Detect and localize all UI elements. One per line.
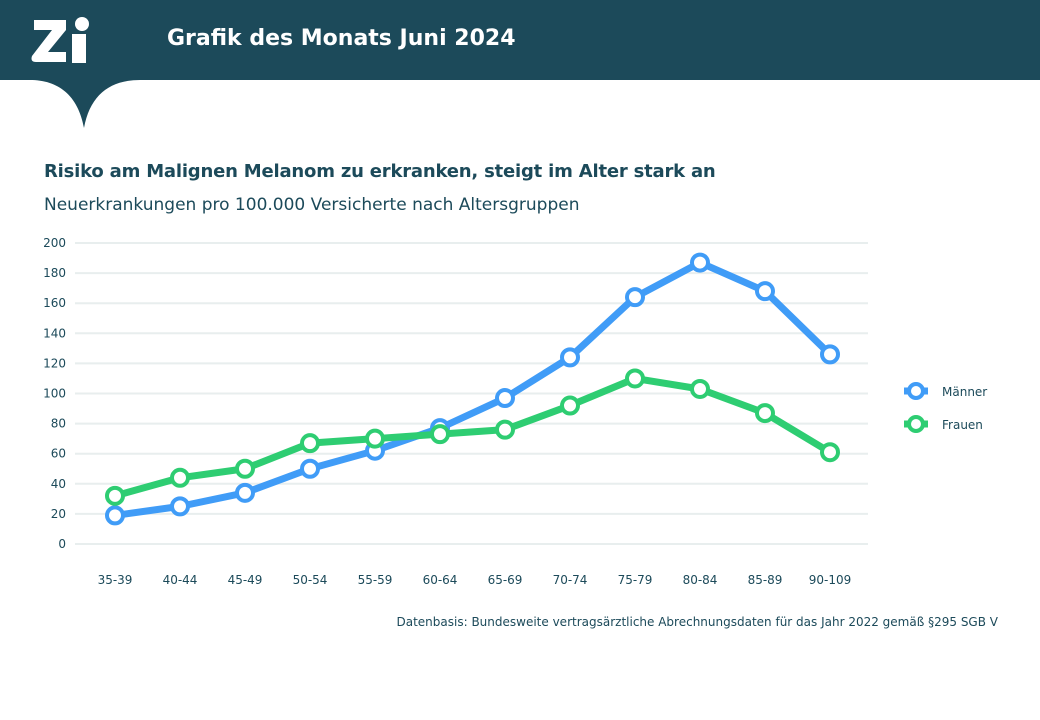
data-point (560, 395, 580, 416)
y-tick-label: 60 (51, 447, 66, 461)
data-point (170, 467, 190, 488)
x-tick-label: 40-44 (163, 573, 198, 587)
x-tick-label: 35-39 (98, 573, 133, 587)
data-point (235, 458, 255, 479)
legend-marker (907, 415, 925, 433)
data-point (690, 378, 710, 399)
chart-title: Risiko am Malignen Melanom zu erkranken,… (44, 161, 716, 182)
y-tick-label: 100 (43, 387, 66, 401)
series-line-maenner (114, 259, 833, 519)
data-point (300, 433, 320, 454)
legend-marker (907, 382, 925, 400)
y-tick-label: 200 (43, 236, 66, 250)
data-point (625, 368, 645, 389)
data-point (625, 287, 645, 308)
x-tick-label: 85-89 (748, 573, 783, 587)
zi-logo (0, 17, 140, 128)
x-tick-label: 60-64 (423, 573, 458, 587)
data-point (495, 419, 515, 440)
data-point (430, 424, 450, 445)
data-point (755, 403, 775, 424)
data-point (820, 442, 840, 463)
x-tick-label: 70-74 (553, 573, 588, 587)
data-point (365, 428, 385, 449)
data-source: Datenbasis: Bundesweite vertragsärztlich… (396, 615, 999, 629)
data-point (300, 458, 320, 479)
y-tick-label: 120 (43, 356, 66, 370)
data-point (235, 482, 255, 503)
legend-label: Frauen (942, 418, 983, 432)
x-tick-label: 45-49 (228, 573, 263, 587)
x-tick-label: 80-84 (683, 573, 718, 587)
y-tick-label: 0 (58, 537, 66, 551)
data-point (690, 252, 710, 273)
data-point (560, 347, 580, 368)
data-point (105, 505, 125, 526)
chart-subtitle: Neuerkrankungen pro 100.000 Versicherte … (44, 195, 580, 215)
header-bar: Grafik des Monats Juni 2024 (0, 0, 1040, 80)
x-tick-label: 55-59 (358, 573, 393, 587)
series-line-frauen (114, 374, 832, 500)
y-tick-label: 160 (43, 296, 66, 310)
data-point (170, 496, 190, 517)
y-tick-label: 180 (43, 266, 66, 280)
header-title: Grafik des Monats Juni 2024 (167, 26, 516, 51)
data-point (495, 388, 515, 409)
x-tick-label: 90-109 (809, 573, 852, 587)
legend-label: Männer (942, 385, 987, 399)
x-tick-label: 50-54 (293, 573, 328, 587)
y-tick-label: 140 (43, 326, 66, 340)
data-point (105, 485, 125, 506)
data-point (820, 344, 840, 365)
y-tick-label: 80 (51, 417, 66, 431)
y-tick-label: 20 (51, 507, 66, 521)
x-tick-label: 75-79 (618, 573, 653, 587)
y-tick-label: 40 (51, 477, 66, 491)
data-point (755, 281, 775, 302)
x-tick-label: 65-69 (488, 573, 523, 587)
